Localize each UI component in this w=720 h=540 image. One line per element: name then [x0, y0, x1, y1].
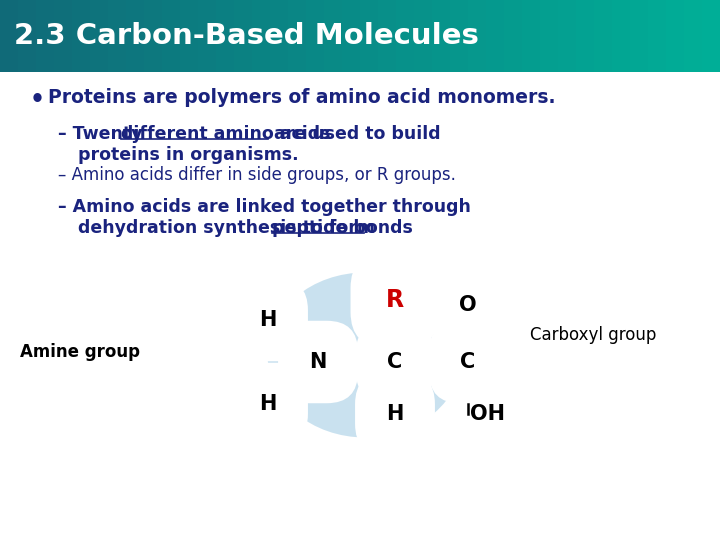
Text: OH: OH [470, 404, 505, 424]
Text: N: N [310, 352, 327, 372]
Bar [324, 0, 343, 72]
Bar [198, 0, 217, 72]
Bar [612, 0, 631, 72]
Text: proteins in organisms.: proteins in organisms. [78, 146, 299, 164]
Text: H: H [387, 404, 404, 424]
Text: peptide bonds: peptide bonds [272, 219, 413, 237]
Bar [576, 0, 595, 72]
Bar [144, 0, 163, 72]
Text: •: • [30, 88, 45, 112]
Bar [72, 0, 91, 72]
Bar [450, 0, 469, 72]
Text: different amino acids: different amino acids [121, 125, 330, 143]
Bar [36, 0, 55, 72]
Bar [432, 0, 451, 72]
Bar [396, 0, 415, 72]
Bar [468, 0, 487, 72]
Text: C: C [460, 352, 476, 372]
Bar [288, 0, 307, 72]
Bar [270, 0, 289, 72]
Text: R: R [386, 288, 404, 312]
Bar [54, 0, 73, 72]
Bar [108, 0, 127, 72]
Text: H: H [259, 310, 276, 330]
Text: are used to build: are used to build [268, 125, 441, 143]
Text: R: R [386, 288, 404, 312]
Text: H: H [259, 394, 276, 414]
Text: O: O [459, 295, 477, 315]
Text: H: H [387, 404, 404, 424]
Text: 2.3 Carbon-Based Molecules: 2.3 Carbon-Based Molecules [14, 22, 479, 50]
Bar [594, 0, 613, 72]
Bar [522, 0, 541, 72]
Text: H: H [259, 310, 276, 330]
Bar [666, 0, 685, 72]
Bar [486, 0, 505, 72]
Text: Carboxyl group: Carboxyl group [530, 326, 657, 344]
Bar [252, 0, 271, 72]
Bar [162, 0, 181, 72]
Bar [684, 0, 703, 72]
Text: N: N [310, 352, 327, 372]
Bar [360, 0, 379, 72]
Bar [648, 0, 667, 72]
Bar [414, 0, 433, 72]
Bar [0, 0, 19, 72]
Bar [90, 0, 109, 72]
Bar [558, 0, 577, 72]
Text: Proteins are polymers of amino acid monomers.: Proteins are polymers of amino acid mono… [48, 88, 556, 107]
Text: Amine group: Amine group [20, 343, 140, 361]
Bar [216, 0, 235, 72]
Bar [18, 0, 37, 72]
Text: O: O [459, 295, 477, 315]
Bar [342, 0, 361, 72]
Bar [234, 0, 253, 72]
Bar [306, 0, 325, 72]
Bar [180, 0, 199, 72]
Text: C: C [387, 352, 402, 372]
Text: dehydration synthesis to form: dehydration synthesis to form [78, 219, 381, 237]
Bar [504, 0, 523, 72]
Text: – Amino acids are linked together through: – Amino acids are linked together throug… [58, 198, 471, 216]
Bar [702, 0, 720, 72]
Text: C: C [387, 352, 402, 372]
Bar [540, 0, 559, 72]
Bar [126, 0, 145, 72]
Ellipse shape [268, 273, 462, 437]
Text: H: H [259, 394, 276, 414]
Bar [378, 0, 397, 72]
Text: – Amino acids differ in side groups, or R groups.: – Amino acids differ in side groups, or … [58, 166, 456, 184]
Text: – Twenty: – Twenty [58, 125, 148, 143]
Bar [630, 0, 649, 72]
Text: C: C [460, 352, 476, 372]
